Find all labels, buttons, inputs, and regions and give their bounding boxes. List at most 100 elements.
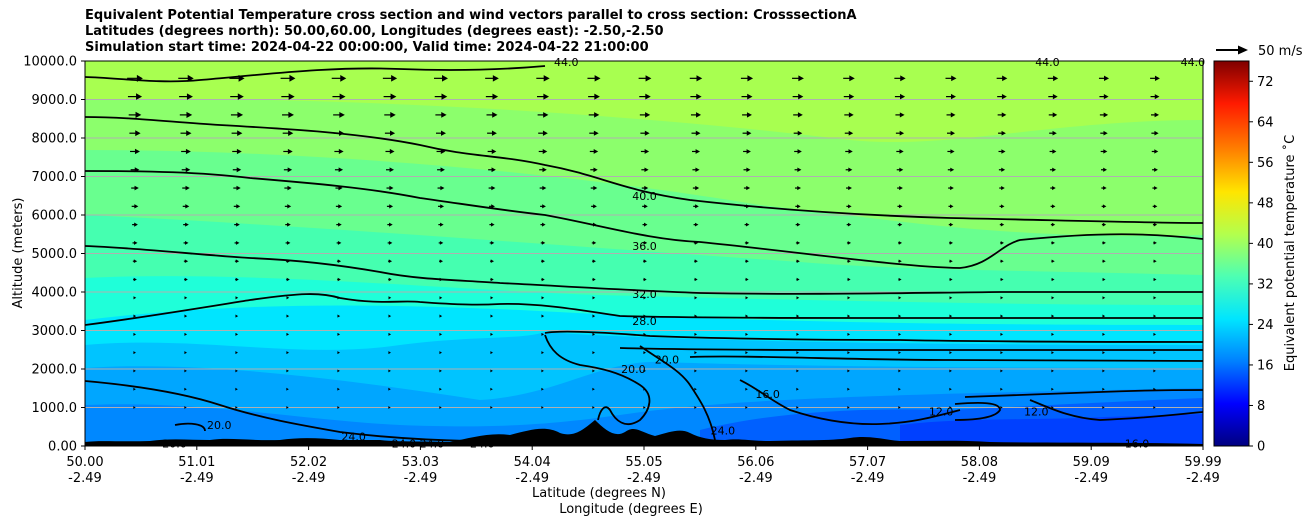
wind-vector-head <box>643 277 647 282</box>
x-tick-label-lon: -2.49 <box>627 471 661 486</box>
x-tick-label-lat: 59.09 <box>1073 455 1110 470</box>
wind-vector-head <box>1051 406 1054 409</box>
wind-vector-head <box>490 387 493 391</box>
contour-labels: 40.0 36.0 32.0 28.0 20.0 20.0 16.0 12.0 12.0 16.0… <box>162 56 1205 451</box>
wind-vector-head <box>338 148 344 155</box>
wind-vector-head <box>491 167 496 173</box>
wind-vector-head <box>1153 277 1157 282</box>
wind-vector-head <box>439 332 443 336</box>
wind-vector-head <box>797 130 803 136</box>
wind-vector-head <box>949 259 953 263</box>
wind-vector-head <box>898 296 902 300</box>
wind-vector-head <box>1102 314 1106 318</box>
y-tick-label: 2000.0 <box>32 363 78 378</box>
wind-vector-head <box>1052 94 1058 100</box>
wind-vector-head <box>797 185 802 191</box>
contour-label: 24.0 <box>420 438 445 451</box>
wind-vector-head <box>1000 406 1003 409</box>
wind-vector-head <box>184 387 187 391</box>
wind-vector-head <box>441 130 447 136</box>
wind-vector-head <box>1002 75 1008 82</box>
wind-vector-head <box>898 351 901 355</box>
wind-vector-head <box>746 112 752 118</box>
x-tick-label-lat: 50.00 <box>66 455 103 470</box>
wind-vector-head <box>186 111 193 118</box>
wind-vector-head <box>287 148 293 155</box>
wind-vector-head <box>849 75 855 82</box>
wind-vector-head <box>235 387 238 391</box>
wind-vector-head <box>746 130 752 136</box>
wind-vector-head <box>439 406 442 409</box>
contour-44-lower <box>85 65 546 83</box>
wind-vector-head <box>898 387 901 391</box>
colorbar-tick-label: 32 <box>1257 277 1274 292</box>
wind-vector-head <box>745 241 750 245</box>
wind-vector-head <box>592 296 596 300</box>
wind-vector-head <box>492 75 499 82</box>
wind-vector-head <box>288 93 295 100</box>
wind-vector-head <box>695 130 701 136</box>
contour-label: 20.0 <box>655 353 680 366</box>
wind-vector-head <box>541 296 545 300</box>
wind-vector-head <box>694 296 698 300</box>
wind-vector-head <box>1051 296 1055 300</box>
contour-label: 20.0 <box>207 419 232 432</box>
chart-title: Equivalent Potential Temperature cross s… <box>85 8 857 56</box>
wind-vector-head <box>388 314 392 318</box>
wind-vector-head <box>389 204 394 209</box>
wind-vector-head <box>541 406 544 409</box>
x-tick-label-lon: -2.49 <box>404 471 438 486</box>
wind-vector-head <box>1102 387 1105 391</box>
wind-vector-head <box>391 74 398 82</box>
wind-vector-head <box>848 112 854 118</box>
wind-vector-head <box>235 296 239 300</box>
wind-vector-head <box>592 369 595 373</box>
wind-vector-head <box>1102 369 1105 373</box>
wind-vector-head <box>339 130 345 136</box>
wind-vector-head <box>847 387 850 391</box>
wind-vector-head <box>490 406 493 409</box>
wind-vector-head <box>847 351 850 355</box>
wind-vector-head <box>235 259 240 264</box>
wind-vector-head <box>645 75 652 82</box>
wind-vector-head <box>134 185 139 191</box>
wind-vector-head <box>899 130 905 136</box>
wind-vector-head <box>1154 130 1159 136</box>
wind-vector-head <box>184 406 187 409</box>
wind-vector-head <box>184 259 189 264</box>
wind-vector-head <box>541 351 544 355</box>
wind-vector-head <box>1051 369 1054 373</box>
wind-vector-head <box>440 204 445 209</box>
wind-vector-head <box>388 296 392 300</box>
wind-vector-head <box>694 406 697 409</box>
y-tick-label: 6000.0 <box>32 209 78 224</box>
wind-vector-head <box>543 75 550 82</box>
wind-vector-head <box>288 130 294 136</box>
wind-vector-head <box>133 369 136 373</box>
wind-vector-head <box>1102 296 1106 300</box>
wind-vector-head <box>1153 369 1156 373</box>
wind-vector-head <box>847 332 851 336</box>
wind-vector-head <box>133 332 137 336</box>
contour-12a <box>954 402 1001 421</box>
wind-vector-head <box>847 222 852 227</box>
wind-vector-head <box>390 130 396 136</box>
wind-vector-head <box>441 75 448 82</box>
wind-vector-head <box>286 406 289 409</box>
x-tick-label-lon: -2.49 <box>851 471 885 486</box>
wind-vector-head <box>1103 149 1108 154</box>
wind-vector-head <box>135 130 141 137</box>
wind-vector-head <box>1154 112 1160 118</box>
wind-vector-head <box>339 93 346 100</box>
wind-vector-head <box>441 93 448 100</box>
contour-28 <box>85 293 1203 326</box>
wind-vector-head <box>286 277 290 282</box>
wind-vector-head <box>694 222 699 227</box>
wind-vector-head <box>185 185 190 191</box>
wind-vector-head <box>286 332 290 336</box>
wind-vector-head <box>287 167 293 173</box>
wind-vector-head <box>1103 130 1108 136</box>
wind-vector-head <box>1153 314 1157 318</box>
wind-vector-head <box>491 185 496 191</box>
x-tick-label-lat: 53.03 <box>402 455 439 470</box>
